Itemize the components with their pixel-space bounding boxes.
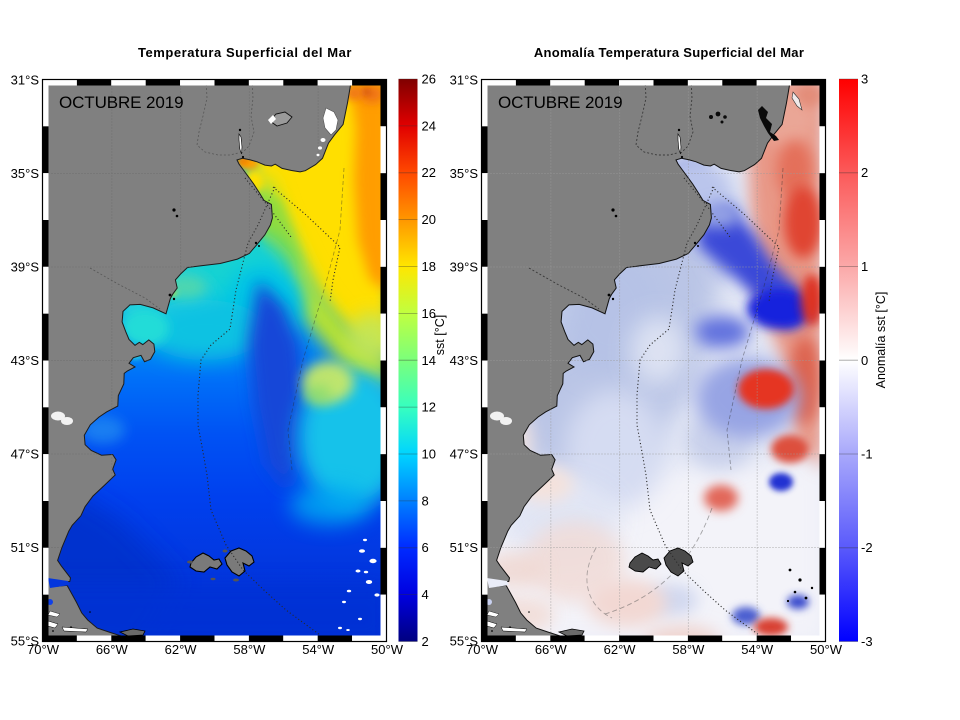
svg-text:62°W: 62°W [165, 642, 198, 657]
svg-text:50°W: 50°W [810, 642, 843, 657]
svg-text:-3: -3 [861, 634, 873, 649]
svg-text:22: 22 [422, 165, 436, 180]
svg-text:58°W: 58°W [672, 642, 705, 657]
svg-text:62°W: 62°W [604, 642, 637, 657]
svg-text:Anomalía Temperatura Superfici: Anomalía Temperatura Superficial del Mar [534, 45, 804, 60]
svg-text:1: 1 [861, 259, 868, 274]
svg-text:OCTUBRE 2019: OCTUBRE 2019 [59, 93, 183, 112]
svg-text:20: 20 [422, 212, 436, 227]
svg-text:8: 8 [422, 493, 429, 508]
svg-text:54°W: 54°W [302, 642, 335, 657]
svg-text:24: 24 [422, 118, 436, 133]
svg-text:58°W: 58°W [233, 642, 266, 657]
svg-text:54°W: 54°W [741, 642, 774, 657]
svg-text:66°W: 66°W [535, 642, 568, 657]
svg-text:51°S: 51°S [11, 540, 40, 555]
svg-text:26: 26 [422, 72, 436, 87]
svg-text:12: 12 [422, 400, 436, 415]
svg-text:10: 10 [422, 447, 436, 462]
svg-text:3: 3 [861, 72, 868, 87]
svg-text:70°W: 70°W [466, 642, 499, 657]
svg-text:2: 2 [861, 165, 868, 180]
svg-text:43°S: 43°S [450, 353, 479, 368]
svg-text:sst [°C]: sst [°C] [433, 315, 447, 355]
svg-text:-1: -1 [861, 447, 873, 462]
svg-text:4: 4 [422, 587, 429, 602]
svg-text:55°S: 55°S [450, 634, 479, 649]
svg-text:51°S: 51°S [450, 540, 479, 555]
svg-text:35°S: 35°S [11, 166, 40, 181]
svg-text:47°S: 47°S [450, 447, 479, 462]
svg-text:35°S: 35°S [450, 166, 479, 181]
svg-text:OCTUBRE 2019: OCTUBRE 2019 [498, 93, 622, 112]
svg-text:14: 14 [422, 353, 436, 368]
svg-text:50°W: 50°W [371, 642, 404, 657]
svg-text:6: 6 [422, 540, 429, 555]
svg-text:55°S: 55°S [11, 634, 40, 649]
svg-text:31°S: 31°S [11, 73, 40, 88]
svg-text:2: 2 [422, 634, 429, 649]
svg-text:39°S: 39°S [11, 260, 40, 275]
svg-text:31°S: 31°S [450, 73, 479, 88]
svg-text:0: 0 [861, 353, 868, 368]
svg-text:47°S: 47°S [11, 447, 40, 462]
svg-text:66°W: 66°W [96, 642, 129, 657]
svg-text:39°S: 39°S [450, 260, 479, 275]
svg-text:Anomalía sst [°C]: Anomalía sst [°C] [874, 292, 888, 389]
svg-text:70°W: 70°W [27, 642, 60, 657]
svg-text:Temperatura Superficial del Ma: Temperatura Superficial del Mar [138, 45, 352, 60]
svg-text:-2: -2 [861, 540, 873, 555]
svg-text:16: 16 [422, 306, 436, 321]
svg-text:43°S: 43°S [11, 353, 40, 368]
svg-text:18: 18 [422, 259, 436, 274]
